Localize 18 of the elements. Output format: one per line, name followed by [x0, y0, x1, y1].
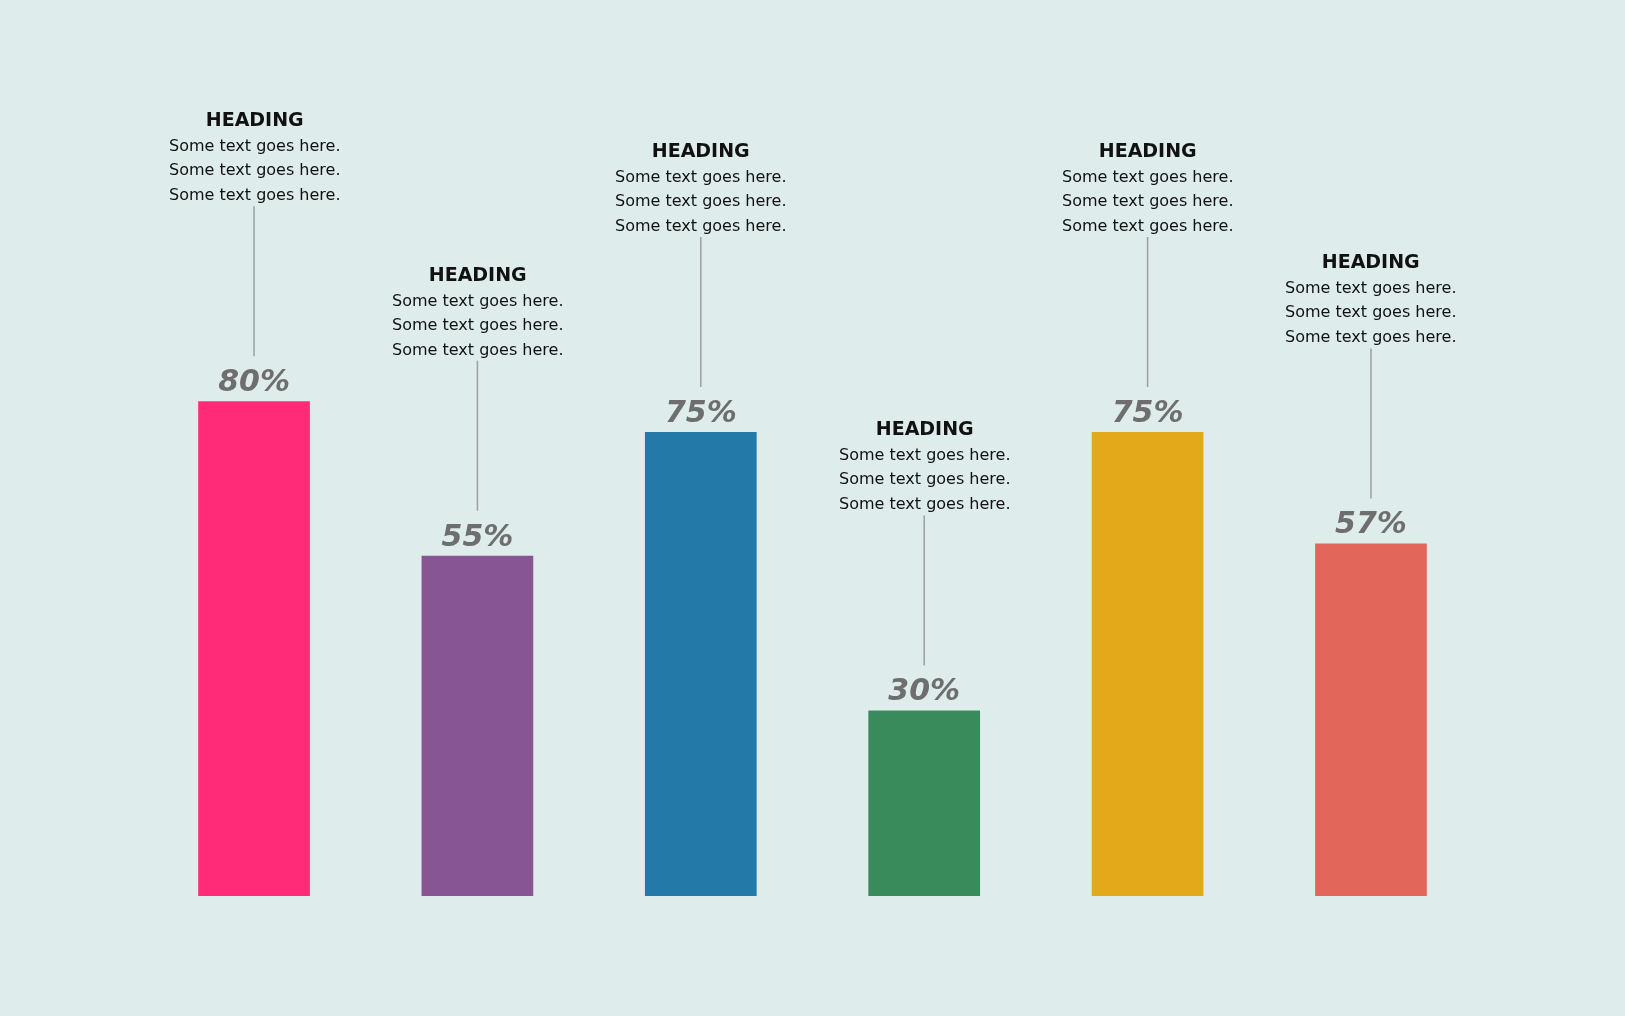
data-label: 75% [1111, 394, 1184, 430]
text: HEADING Some text goes here. Some text goes here. Some text goes here. [169, 108, 341, 205]
bar [198, 401, 310, 896]
text: HEADING Some text goes here. Some text goes here. Some text goes here. [1285, 250, 1457, 347]
data-label: 55% [441, 517, 514, 553]
annotation: HEADING Some text goes here. Some text goes here. Some text goes here. [839, 417, 1011, 514]
text: HEADING Some text goes here. Some text goes here. Some text goes here. [615, 139, 787, 236]
data-label: 80% [218, 363, 290, 399]
text: HEADING Some text goes here. Some text goes here. Some text goes here. [1062, 139, 1234, 236]
text: HEADING Some text goes here. Some text goes here. Some text goes here. [392, 263, 564, 360]
bar [1091, 432, 1204, 896]
data-label: 30% [888, 672, 961, 708]
data-label: 75% [664, 394, 737, 430]
bar [1315, 543, 1427, 896]
bar [868, 710, 981, 896]
bar [644, 432, 757, 896]
bar [421, 555, 534, 896]
data-label: 57% [1335, 505, 1407, 541]
